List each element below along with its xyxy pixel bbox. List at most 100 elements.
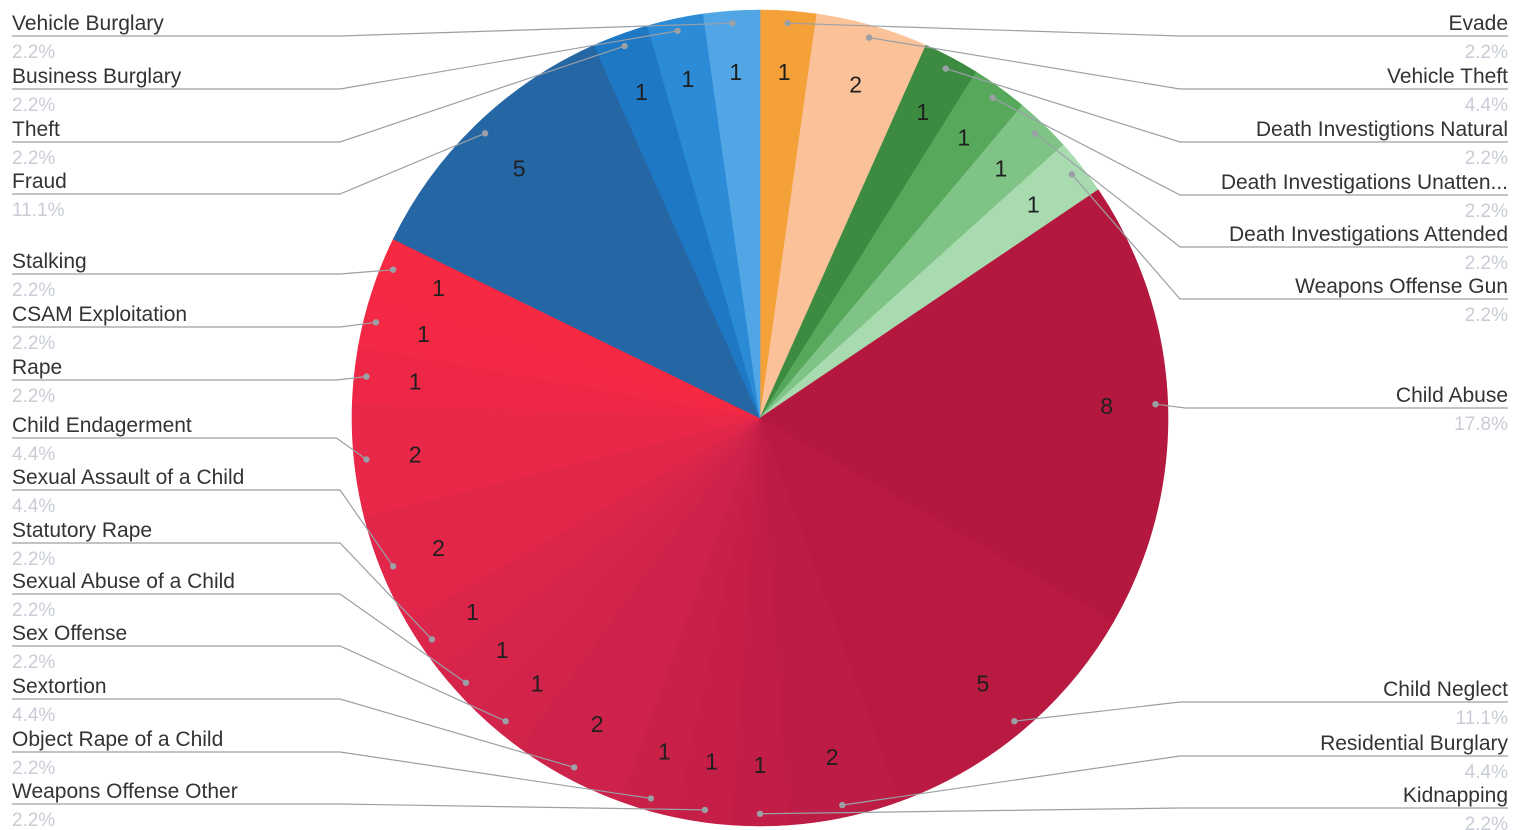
slice-value-child-abuse: 8 [1100,393,1113,419]
percent-sex-offense: 2.2% [12,652,55,673]
slice-value-csam-exploitation: 1 [417,321,430,347]
leader-line-vehicle-burglary [12,22,733,37]
percent-child-neglect: 11.1% [1456,708,1509,729]
percent-fraud: 11.1% [12,200,65,221]
leader-line-death-investigations-unatten [992,97,1508,196]
slice-value-death-investigations-attended: 1 [995,156,1008,182]
percent-vehicle-burglary: 2.2% [12,42,55,63]
percent-child-abuse: 17.8% [1454,414,1508,435]
percent-death-investigtions-natural: 2.2% [1465,148,1508,169]
percent-sexual-abuse-of-a-child: 2.2% [12,600,55,621]
label-business-burglary: Business Burglary [12,65,182,88]
label-csam-exploitation: CSAM Exploitation [12,303,187,326]
percent-sexual-assault-of-a-child: 4.4% [12,496,55,517]
slice-value-vehicle-burglary: 1 [729,59,742,85]
label-kidnapping: Kidnapping [1403,784,1508,807]
label-residential-burglary: Residential Burglary [1320,732,1508,755]
leader-line-kidnapping [759,807,1508,815]
percent-sextortion: 4.4% [12,705,55,726]
leader-line-child-abuse [1155,403,1508,409]
leader-line-weapons-offense-gun [1071,173,1508,300]
label-death-investigations-unatten: Death Investigations Unatten... [1221,171,1508,194]
pie-slices [351,9,1169,827]
label-theft: Theft [12,118,60,141]
percent-rape: 2.2% [12,386,55,407]
leader-line-death-investigations-attended [1034,132,1508,248]
label-vehicle-theft: Vehicle Theft [1387,65,1508,88]
label-weapons-offense-gun: Weapons Offense Gun [1295,275,1508,298]
leader-lines [12,20,1508,817]
slice-value-fraud: 5 [513,156,526,182]
label-child-endagerment: Child Endagerment [12,414,192,437]
label-child-neglect: Child Neglect [1383,678,1508,701]
slice-value-object-rape-of-a-child: 1 [658,738,671,764]
leader-line-statutory-rape [12,542,433,640]
label-death-investigtions-natural: Death Investigtions Natural [1256,118,1508,141]
percent-object-rape-of-a-child: 2.2% [12,758,55,779]
slice-value-weapons-offense-other: 1 [705,748,718,774]
slice-value-rape: 1 [409,369,422,395]
leader-line-stalking [12,269,394,275]
leader-line-evade [787,22,1508,37]
slice-value-child-neglect: 5 [977,671,990,697]
label-sextortion: Sextortion [12,675,107,698]
percent-residential-burglary: 4.4% [1465,762,1508,783]
slice-value-residential-burglary: 2 [826,744,839,770]
percent-death-investigations-unatten: 2.2% [1465,201,1508,222]
leader-line-sextortion [12,698,575,768]
leader-line-sexual-assault-of-a-child [12,489,394,567]
leader-line-rape [12,376,367,381]
label-vehicle-burglary: Vehicle Burglary [12,12,164,35]
leader-line-object-rape-of-a-child [12,751,651,799]
percent-evade: 2.2% [1465,42,1508,63]
label-evade: Evade [1448,12,1508,35]
slice-value-sextortion: 2 [591,711,604,737]
percent-weapons-offense-gun: 2.2% [1465,305,1508,326]
slice-child-neglect[interactable] [759,417,1114,802]
leader-line-vehicle-theft [869,37,1508,90]
percent-kidnapping: 2.2% [1465,814,1508,830]
label-death-investigations-attended: Death Investigations Attended [1229,223,1508,246]
label-statutory-rape: Statutory Rape [12,519,152,542]
leader-line-fraud [12,132,486,195]
percent-statutory-rape: 2.2% [12,549,55,570]
slice-value-kidnapping: 1 [754,752,767,778]
label-fraud: Fraud [12,170,67,193]
slice-value-death-investigations-unatten: 1 [957,124,970,150]
leader-line-child-endagerment [12,437,367,460]
percent-child-endagerment: 4.4% [12,444,55,465]
slice-value-evade: 1 [778,59,791,85]
leader-line-csam-exploitation [12,321,377,328]
slice-value-statutory-rape: 1 [466,599,479,625]
leader-line-residential-burglary [842,755,1508,806]
percent-vehicle-theft: 4.4% [1465,95,1508,116]
slice-value-stalking: 1 [432,275,445,301]
label-sex-offense: Sex Offense [12,622,127,645]
label-sexual-assault-of-a-child: Sexual Assault of a Child [12,466,244,489]
leader-line-theft [12,45,625,143]
percent-death-investigations-attended: 2.2% [1465,253,1508,274]
slice-value-sexual-abuse-of-a-child: 1 [496,637,509,663]
leader-dot-business-burglary [674,27,681,35]
slice-value-vehicle-theft: 2 [849,72,862,98]
leader-line-business-burglary [12,30,678,90]
slice-value-child-endagerment: 2 [409,441,422,467]
leader-line-weapons-offense-other [12,803,705,811]
leader-line-child-neglect [1014,701,1508,722]
slice-vehicle-burglary[interactable] [702,9,761,419]
slice-value-sex-offense: 1 [531,671,544,697]
percent-business-burglary: 2.2% [12,95,55,116]
slice-value-sexual-assault-of-a-child: 2 [432,535,445,561]
slice-fraud[interactable] [392,44,761,419]
label-stalking: Stalking [12,250,87,273]
leader-line-death-investigtions-natural [945,68,1508,143]
percent-stalking: 2.2% [12,280,55,301]
slice-value-theft: 1 [635,79,648,105]
leader-line-sex-offense [12,645,506,722]
label-weapons-offense-other: Weapons Offense Other [12,780,238,803]
percent-theft: 2.2% [12,148,55,169]
slice-value-death-investigtions-natural: 1 [916,99,929,125]
